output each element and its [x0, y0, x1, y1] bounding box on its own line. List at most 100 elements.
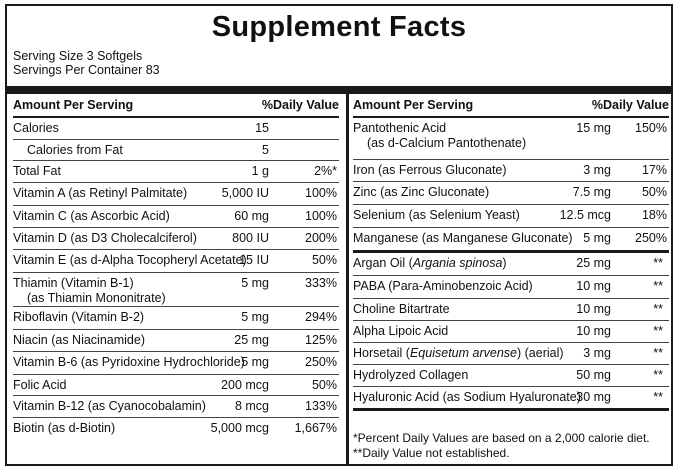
nutrient-name: Biotin (as d-Biotin): [13, 421, 116, 435]
ingredient-amount: 10 mg: [576, 279, 611, 293]
amount-per-serving-label: Amount Per Serving: [353, 98, 474, 112]
nutrient-amount: 5 mg: [241, 276, 269, 290]
ingredient-part: (aerial): [524, 346, 564, 360]
ingredient-amount: 30 mg: [576, 390, 611, 404]
nutrient-daily-value: 200%: [305, 231, 337, 245]
nutrient-daily-value: 250%: [305, 355, 337, 369]
right-nutrient-list: Pantothenic Acid (as d-Calcium Pantothena…: [353, 118, 669, 411]
ingredient-name-text: Hydrolyzed Collagen: [353, 368, 469, 382]
daily-value-label: %Daily Value: [591, 98, 669, 112]
nutrient-amount: 25 mg: [234, 333, 269, 347]
nutrient-daily-value: 50%: [311, 378, 337, 392]
ingredient-daily-value: **: [653, 256, 663, 270]
nutrient-amount: 12.5 mcg: [559, 208, 611, 222]
footnote-not-established: **Daily Value not established.: [353, 446, 510, 460]
ingredient-row: Argan Oil (Argania spinosa) 25 mg **: [353, 253, 669, 276]
nutrient-row: Iron (as Ferrous Gluconate) 3 mg 17%: [353, 160, 669, 182]
nutrient-amount: 5,000 mcg: [210, 421, 269, 435]
nutrient-daily-value: 250%: [635, 231, 667, 245]
nutrient-amount: 15 mg: [576, 121, 611, 135]
nutrient-amount: 60 mg: [234, 209, 269, 223]
ingredient-name: Horsetail (Equisetum arvense) (aerial): [353, 346, 564, 360]
daily-value-label: %Daily Value: [261, 98, 339, 112]
ingredient-daily-value: **: [653, 346, 663, 360]
nutrient-daily-value: 18%: [641, 208, 667, 222]
ingredient-latin-name: Equisetum arvense: [409, 346, 517, 360]
nutrient-row: Pantothenic Acid (as d-Calcium Pantothena…: [353, 118, 669, 160]
nutrient-row: Folic Acid 200 mcg 50%: [13, 375, 339, 396]
nutrient-name: Folic Acid: [13, 378, 67, 392]
ingredient-row: Horsetail (Equisetum arvense) (aerial) 3 …: [353, 343, 669, 365]
nutrient-daily-value: 1,667%: [294, 421, 337, 435]
nutrient-amount: 800 IU: [232, 231, 269, 245]
ingredient-name-text: Hyaluronic Acid (as Sodium Hyaluronate): [353, 390, 581, 404]
nutrient-daily-value: 100%: [305, 209, 337, 223]
nutrient-name: Vitamin A (as Retinyl Palmitate): [13, 186, 188, 200]
nutrient-daily-value: 17%: [641, 163, 667, 177]
ingredient-amount: 25 mg: [576, 256, 611, 270]
ingredient-row: Alpha Lipoic Acid 10 mg **: [353, 321, 669, 343]
ingredient-row: Hydrolyzed Collagen 50 mg **: [353, 365, 669, 387]
nutrient-row: Vitamin C (as Ascorbic Acid) 60 mg 100%: [13, 206, 339, 228]
ingredient-amount: 3 mg: [583, 346, 611, 360]
ingredient-name: Alpha Lipoic Acid: [353, 324, 448, 338]
nutrient-name: Pantothenic Acid: [353, 121, 447, 135]
nutrient-row: Vitamin D (as D3 Cholecalciferol) 800 IU 2…: [13, 228, 339, 250]
ingredient-row: PABA (Para-Aminobenzoic Acid) 10 mg **: [353, 276, 669, 299]
nutrient-row: Riboflavin (Vitamin B-2) 5 mg 294%: [13, 307, 339, 330]
supplement-facts-panel: Supplement Facts Serving Size 3 Softgels…: [5, 4, 673, 466]
ingredient-name-text: Argan Oil: [353, 256, 406, 270]
ingredient-name: Hydrolyzed Collagen: [353, 368, 468, 382]
nutrient-source: (as d-Calcium Pantothenate): [367, 136, 527, 150]
ingredient-name-text: Alpha Lipoic Acid: [353, 324, 449, 338]
right-header: Amount Per Serving %Daily Value: [353, 94, 669, 118]
ingredient-daily-value: **: [653, 302, 663, 316]
nutrient-name: Zinc (as Zinc Gluconate): [353, 185, 490, 199]
nutrient-row: Total Fat 1 g 2%*: [13, 161, 339, 183]
left-column: Amount Per Serving %Daily Value Calories…: [13, 94, 339, 441]
nutrient-row: Vitamin E (as d-Alpha Tocopheryl Acetate…: [13, 250, 339, 273]
nutrient-daily-value: 333%: [305, 276, 337, 290]
ingredient-amount: 10 mg: [576, 324, 611, 338]
nutrient-row: Vitamin A (as Retinyl Palmitate) 5,000 IU…: [13, 183, 339, 206]
nutrient-row: Vitamin B-12 (as Cyanocobalamin) 8 mcg 133…: [13, 396, 339, 418]
nutrient-row: Manganese (as Manganese Gluconate) 5 mg 25…: [353, 228, 669, 253]
ingredient-name-text: Choline Bitartrate: [353, 302, 450, 316]
nutrient-row: Calories 15: [13, 118, 339, 140]
ingredient-daily-value: **: [653, 279, 663, 293]
ingredient-name-text: Horsetail: [353, 346, 403, 360]
nutrient-amount: 5: [262, 143, 269, 157]
nutrient-daily-value: 50%: [641, 185, 667, 199]
nutrient-row: Selenium (as Selenium Yeast) 12.5 mcg 18%: [353, 205, 669, 228]
nutrient-name: Vitamin B-12 (as Cyanocobalamin): [13, 399, 206, 413]
nutrient-name: Calories: [13, 121, 59, 135]
nutrient-row: Biotin (as d-Biotin) 5,000 mcg 1,667%: [13, 418, 339, 441]
ingredient-amount: 10 mg: [576, 302, 611, 316]
nutrient-name: Vitamin D (as D3 Cholecalciferol): [13, 231, 197, 245]
nutrient-amount: 1 g: [251, 164, 269, 178]
nutrient-amount: 15 IU: [239, 253, 269, 267]
right-column: Amount Per Serving %Daily Value Pantothe…: [353, 94, 669, 411]
nutrient-amount: 5,000 IU: [221, 186, 269, 200]
nutrient-name: Niacin (as Niacinamide): [13, 333, 145, 347]
left-header: Amount Per Serving %Daily Value: [13, 94, 339, 118]
nutrient-daily-value: 100%: [305, 186, 337, 200]
nutrient-row: Calories from Fat 5: [13, 140, 339, 161]
nutrient-row: Vitamin B-6 (as Pyridoxine Hydrochloride…: [13, 352, 339, 375]
ingredient-latin-name: Argania spinosa: [412, 256, 503, 270]
ingredient-daily-value: **: [653, 390, 663, 404]
serving-size: Serving Size 3 Softgels: [13, 49, 143, 63]
nutrient-name: Thiamin (Vitamin B-1): [13, 276, 134, 290]
ingredient-name: Argan Oil (Argania spinosa): [353, 256, 507, 270]
nutrient-name: Calories from Fat: [27, 143, 123, 157]
nutrient-amount: 3 mg: [583, 163, 611, 177]
nutrient-row: Zinc (as Zinc Gluconate) 7.5 mg 50%: [353, 182, 669, 205]
nutrient-name: Manganese (as Manganese Gluconate): [353, 231, 573, 245]
nutrient-daily-value: 133%: [305, 399, 337, 413]
nutrient-name: Selenium (as Selenium Yeast): [353, 208, 520, 222]
nutrient-amount: 5 mg: [583, 231, 611, 245]
nutrient-source: (as Thiamin Mononitrate): [27, 291, 166, 305]
nutrient-daily-value: 294%: [305, 310, 337, 324]
nutrient-name: Total Fat: [13, 164, 61, 178]
nutrient-name: Vitamin E (as d-Alpha Tocopheryl Acetate…: [13, 253, 247, 267]
